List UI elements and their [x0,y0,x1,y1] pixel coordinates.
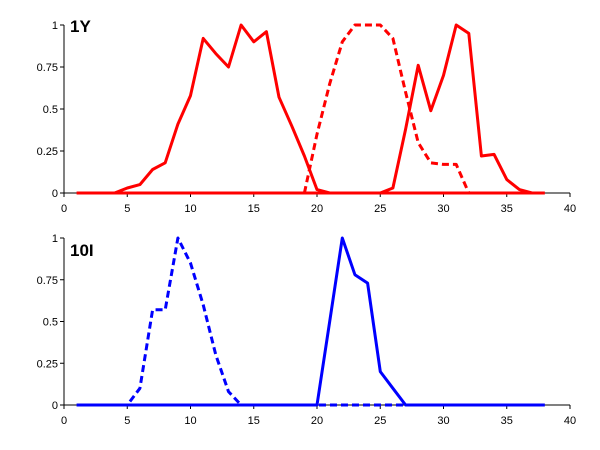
x-tick-label: 0 [61,203,67,215]
x-tick-label: 35 [501,203,513,215]
x-tick-label: 10 [184,415,196,427]
x-tick-label: 40 [564,415,576,427]
y-tick-label: 1 [52,233,58,245]
x-tick-label: 20 [311,203,323,215]
x-tick-label: 5 [124,203,130,215]
series-line-dashed [76,236,545,407]
x-tick-label: 5 [124,415,130,427]
y-tick-label: 0.5 [43,317,58,329]
y-tick-label: 0.5 [43,104,58,116]
x-tick-label: 30 [437,415,449,427]
y-tick-label: 0.25 [37,358,58,370]
y-tick-label: 1 [52,20,58,32]
x-tick-label: 15 [248,203,260,215]
x-tick-label: 10 [184,203,196,215]
x-tick-label: 25 [374,415,386,427]
y-tick-label: 0.25 [37,146,58,158]
y-tick-label: 0.75 [37,62,58,74]
x-tick-label: 30 [437,203,449,215]
panel-title: 1Y [70,17,91,36]
x-tick-label: 15 [248,415,260,427]
series-line-dashed [302,23,471,194]
x-tick-label: 40 [564,203,576,215]
y-tick-label: 0.75 [37,275,58,287]
x-tick-label: 25 [374,203,386,215]
y-tick-label: 0 [52,400,58,412]
x-tick-label: 0 [61,415,67,427]
y-tick-label: 0 [52,188,58,200]
x-tick-label: 20 [311,415,323,427]
series-line-solid [76,236,545,407]
panel-title: 10I [70,241,94,260]
series-line-solid [76,23,545,195]
x-tick-label: 35 [501,415,513,427]
